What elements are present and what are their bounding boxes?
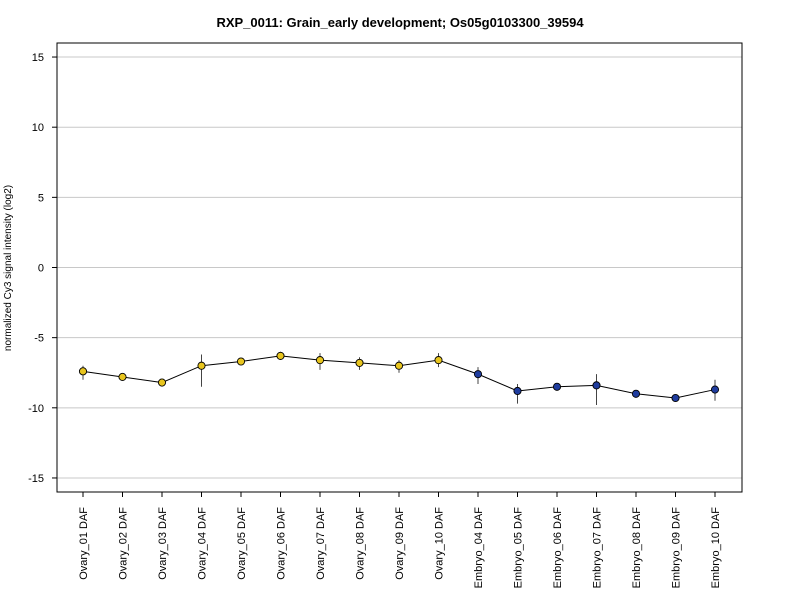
data-point-15 — [671, 393, 680, 403]
data-point-12 — [552, 382, 562, 391]
data-point-13 — [592, 381, 601, 390]
data-point-1 — [118, 372, 127, 381]
chart-title: RXP_0011: Grain_early development; Os05g… — [216, 15, 584, 30]
data-point-7 — [355, 358, 364, 367]
x-tick-label-1: Ovary_02 DAF — [118, 507, 130, 580]
x-tick-label-8: Ovary_09 DAF — [394, 507, 406, 580]
x-tick-label-6: Ovary_07 DAF — [315, 507, 327, 580]
x-tick-label-15: Embryo_09 DAF — [671, 507, 683, 589]
series-expression — [78, 351, 720, 406]
data-point-8 — [394, 361, 404, 370]
x-tick-label-4: Ovary_05 DAF — [236, 507, 248, 580]
y-tick-label-0: -15 — [28, 473, 44, 485]
data-point-6 — [315, 356, 325, 365]
data-point-16 — [710, 385, 720, 394]
x-tick-label-0: Ovary_01 DAF — [78, 507, 90, 580]
x-tick-label-9: Ovary_10 DAF — [434, 507, 446, 580]
x-tick-label-10: Embryo_04 DAF — [473, 507, 485, 589]
data-point-4 — [236, 357, 246, 366]
y-tick-label-4: 5 — [38, 192, 44, 204]
y-axis-label: normalized Cy3 signal intensity (log2) — [3, 185, 14, 351]
gridlines — [57, 56, 742, 479]
data-point-3 — [197, 361, 206, 370]
data-point-10 — [473, 370, 483, 379]
y-tick-label-5: 10 — [32, 122, 44, 134]
x-tick-label-7: Ovary_08 DAF — [355, 507, 367, 580]
y-tick-label-1: -10 — [28, 403, 44, 415]
y-tick-label-2: -5 — [34, 333, 44, 345]
x-tick-label-12: Embryo_06 DAF — [552, 507, 564, 589]
data-point-5 — [276, 351, 285, 360]
y-axis: -15 -10 -5 0 5 10 15 — [28, 52, 57, 485]
data-point-0 — [78, 367, 88, 376]
x-tick-label-11: Embryo_05 DAF — [513, 507, 525, 589]
plot-frame — [56, 42, 743, 493]
x-tick-label-3: Ovary_04 DAF — [197, 507, 209, 580]
x-tick-label-5: Ovary_06 DAF — [276, 507, 288, 580]
x-tick-label-16: Embryo_10 DAF — [710, 507, 722, 589]
y-tick-label-3: 0 — [38, 263, 44, 275]
data-point-2 — [157, 378, 167, 387]
data-point-9 — [434, 356, 443, 365]
x-axis: Ovary_01 DAF Ovary_02 DAF Ovary_03 DAF Ovar… — [78, 492, 722, 588]
data-point-11 — [513, 386, 522, 396]
y-tick-label-6: 15 — [32, 52, 44, 64]
x-tick-label-2: Ovary_03 DAF — [157, 507, 169, 580]
x-tick-label-13: Embryo_07 DAF — [592, 507, 604, 589]
x-tick-label-14: Embryo_08 DAF — [631, 507, 643, 589]
data-point-14 — [631, 389, 641, 398]
